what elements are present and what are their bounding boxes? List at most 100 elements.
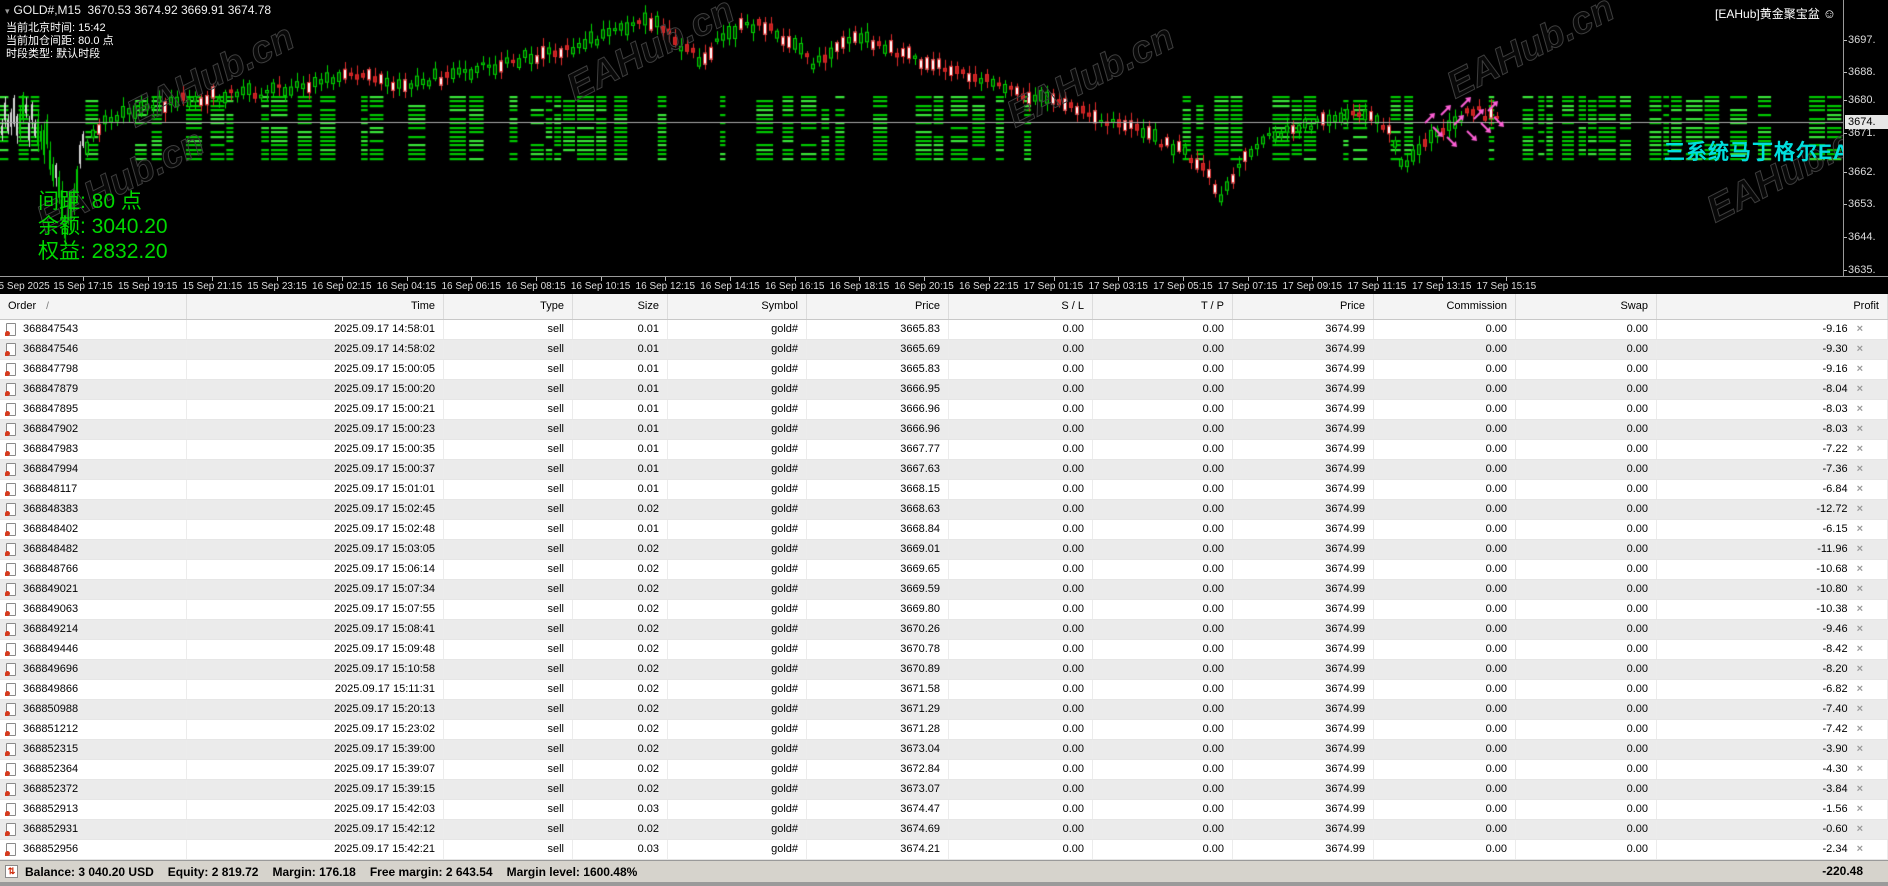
- column-header-symbol[interactable]: Symbol: [668, 294, 807, 319]
- cell-type: sell: [444, 740, 573, 759]
- order-doc-icon: [5, 383, 16, 396]
- cell-type: sell: [444, 700, 573, 719]
- table-row[interactable]: 368852364 2025.09.17 15:39:07 sell 0.02 gold…: [0, 760, 1888, 780]
- cell-price: 3674.99: [1233, 400, 1374, 419]
- cell-price: 3674.99: [1233, 820, 1374, 839]
- table-row[interactable]: 368851212 2025.09.17 15:23:02 sell 0.02 gold…: [0, 720, 1888, 740]
- table-row[interactable]: 368852931 2025.09.17 15:42:12 sell 0.02 gold…: [0, 820, 1888, 840]
- cell-tp: 0.00: [1093, 800, 1233, 819]
- cell-symbol: gold#: [668, 820, 807, 839]
- close-order-icon[interactable]: ×: [1856, 443, 1863, 455]
- cell-size: 0.02: [573, 760, 668, 779]
- candlestick-chart[interactable]: [0, 0, 1843, 276]
- table-row[interactable]: 368849866 2025.09.17 15:11:31 sell 0.02 gold…: [0, 680, 1888, 700]
- cell-size: 0.01: [573, 340, 668, 359]
- column-header-order[interactable]: Order /: [0, 294, 187, 319]
- order-doc-icon: [5, 543, 16, 556]
- table-row[interactable]: 368849696 2025.09.17 15:10:58 sell 0.02 gold…: [0, 660, 1888, 680]
- table-row[interactable]: 368852372 2025.09.17 15:39:15 sell 0.02 gold…: [0, 780, 1888, 800]
- table-row[interactable]: 368847543 2025.09.17 14:58:01 sell 0.01 gold…: [0, 320, 1888, 340]
- table-row[interactable]: 368852956 2025.09.17 15:42:21 sell 0.03 gold…: [0, 840, 1888, 860]
- profit-value: -9.16: [1822, 323, 1848, 335]
- column-header-profit[interactable]: Profit: [1657, 294, 1888, 319]
- table-row[interactable]: 368849446 2025.09.17 15:09:48 sell 0.02 gold…: [0, 640, 1888, 660]
- cell-tp: 0.00: [1093, 440, 1233, 459]
- close-order-icon[interactable]: ×: [1856, 823, 1863, 835]
- cell-sl: 0.00: [949, 760, 1093, 779]
- order-doc-icon: [5, 583, 16, 596]
- cell-time: 2025.09.17 15:00:05: [187, 360, 444, 379]
- close-order-icon[interactable]: ×: [1856, 483, 1863, 495]
- table-row[interactable]: 368847879 2025.09.17 15:00:20 sell 0.01 gold…: [0, 380, 1888, 400]
- close-order-icon[interactable]: ×: [1856, 503, 1863, 515]
- column-header-commission[interactable]: Commission: [1374, 294, 1516, 319]
- close-order-icon[interactable]: ×: [1856, 643, 1863, 655]
- close-order-icon[interactable]: ×: [1856, 423, 1863, 435]
- close-order-icon[interactable]: ×: [1856, 463, 1863, 475]
- close-order-icon[interactable]: ×: [1856, 583, 1863, 595]
- close-order-icon[interactable]: ×: [1856, 783, 1863, 795]
- table-row[interactable]: 368848402 2025.09.17 15:02:48 sell 0.01 gold…: [0, 520, 1888, 540]
- column-header-type[interactable]: Type: [444, 294, 573, 319]
- column-header-time[interactable]: Time: [187, 294, 444, 319]
- table-row[interactable]: 368848482 2025.09.17 15:03:05 sell 0.02 gold…: [0, 540, 1888, 560]
- table-row[interactable]: 368852315 2025.09.17 15:39:00 sell 0.02 gold…: [0, 740, 1888, 760]
- cell-commission: 0.00: [1374, 340, 1516, 359]
- order-id: 368848766: [23, 563, 79, 575]
- close-order-icon[interactable]: ×: [1856, 723, 1863, 735]
- close-order-icon[interactable]: ×: [1856, 743, 1863, 755]
- table-row[interactable]: 368847546 2025.09.17 14:58:02 sell 0.01 gold…: [0, 340, 1888, 360]
- table-row[interactable]: 368849063 2025.09.17 15:07:55 sell 0.02 gold…: [0, 600, 1888, 620]
- table-row[interactable]: 368847798 2025.09.17 15:00:05 sell 0.01 gold…: [0, 360, 1888, 380]
- profit-value: -7.40: [1822, 703, 1848, 715]
- close-order-icon[interactable]: ×: [1856, 563, 1863, 575]
- close-order-icon[interactable]: ×: [1856, 623, 1863, 635]
- cell-commission: 0.00: [1374, 700, 1516, 719]
- close-order-icon[interactable]: ×: [1856, 383, 1863, 395]
- profit-cell: -12.72 ×: [1657, 500, 1888, 519]
- column-header-swap[interactable]: Swap: [1516, 294, 1657, 319]
- close-order-icon[interactable]: ×: [1856, 803, 1863, 815]
- cell-symbol: gold#: [668, 800, 807, 819]
- cell-price: 3669.80: [807, 600, 949, 619]
- column-header-tp[interactable]: T / P: [1093, 294, 1233, 319]
- table-row[interactable]: 368852913 2025.09.17 15:42:03 sell 0.03 gold…: [0, 800, 1888, 820]
- close-order-icon[interactable]: ×: [1856, 603, 1863, 615]
- column-header-sl[interactable]: S / L: [949, 294, 1093, 319]
- table-row[interactable]: 368847902 2025.09.17 15:00:23 sell 0.01 gold…: [0, 420, 1888, 440]
- column-header-price[interactable]: Price: [807, 294, 949, 319]
- table-row[interactable]: 368847895 2025.09.17 15:00:21 sell 0.01 gold…: [0, 400, 1888, 420]
- close-order-icon[interactable]: ×: [1856, 543, 1863, 555]
- close-order-icon[interactable]: ×: [1856, 663, 1863, 675]
- table-row[interactable]: 368847983 2025.09.17 15:00:35 sell 0.01 gold…: [0, 440, 1888, 460]
- cell-price: 3674.99: [1233, 720, 1374, 739]
- current-price-tag: 3674.: [1845, 115, 1888, 129]
- order-doc-icon: [5, 843, 16, 856]
- cell-type: sell: [444, 320, 573, 339]
- close-order-icon[interactable]: ×: [1856, 323, 1863, 335]
- close-order-icon[interactable]: ×: [1856, 363, 1863, 375]
- column-header-size[interactable]: Size: [573, 294, 668, 319]
- close-order-icon[interactable]: ×: [1856, 703, 1863, 715]
- column-header-price-2[interactable]: Price: [1233, 294, 1374, 319]
- cell-commission: 0.00: [1374, 360, 1516, 379]
- profit-cell: -8.03 ×: [1657, 420, 1888, 439]
- table-row[interactable]: 368849214 2025.09.17 15:08:41 sell 0.02 gold…: [0, 620, 1888, 640]
- cell-sl: 0.00: [949, 840, 1093, 859]
- close-order-icon[interactable]: ×: [1856, 683, 1863, 695]
- close-order-icon[interactable]: ×: [1856, 343, 1863, 355]
- table-row[interactable]: 368848383 2025.09.17 15:02:45 sell 0.02 gold…: [0, 500, 1888, 520]
- close-order-icon[interactable]: ×: [1856, 843, 1863, 855]
- price-axis[interactable]: 3697. 3688. 3680. 3671. 3662. 3653. 3644. 3635.…: [1843, 0, 1888, 276]
- close-order-icon[interactable]: ×: [1856, 523, 1863, 535]
- window-bottom-edge: [0, 882, 1888, 886]
- table-row[interactable]: 368847994 2025.09.17 15:00:37 sell 0.01 gold…: [0, 460, 1888, 480]
- table-row[interactable]: 368848117 2025.09.17 15:01:01 sell 0.01 gold…: [0, 480, 1888, 500]
- order-cell: 368848766: [0, 560, 187, 579]
- table-row[interactable]: 368850988 2025.09.17 15:20:13 sell 0.02 gold…: [0, 700, 1888, 720]
- table-row[interactable]: 368848766 2025.09.17 15:06:14 sell 0.02 gold…: [0, 560, 1888, 580]
- table-row[interactable]: 368849021 2025.09.17 15:07:34 sell 0.02 gold…: [0, 580, 1888, 600]
- close-order-icon[interactable]: ×: [1856, 403, 1863, 415]
- close-order-icon[interactable]: ×: [1856, 763, 1863, 775]
